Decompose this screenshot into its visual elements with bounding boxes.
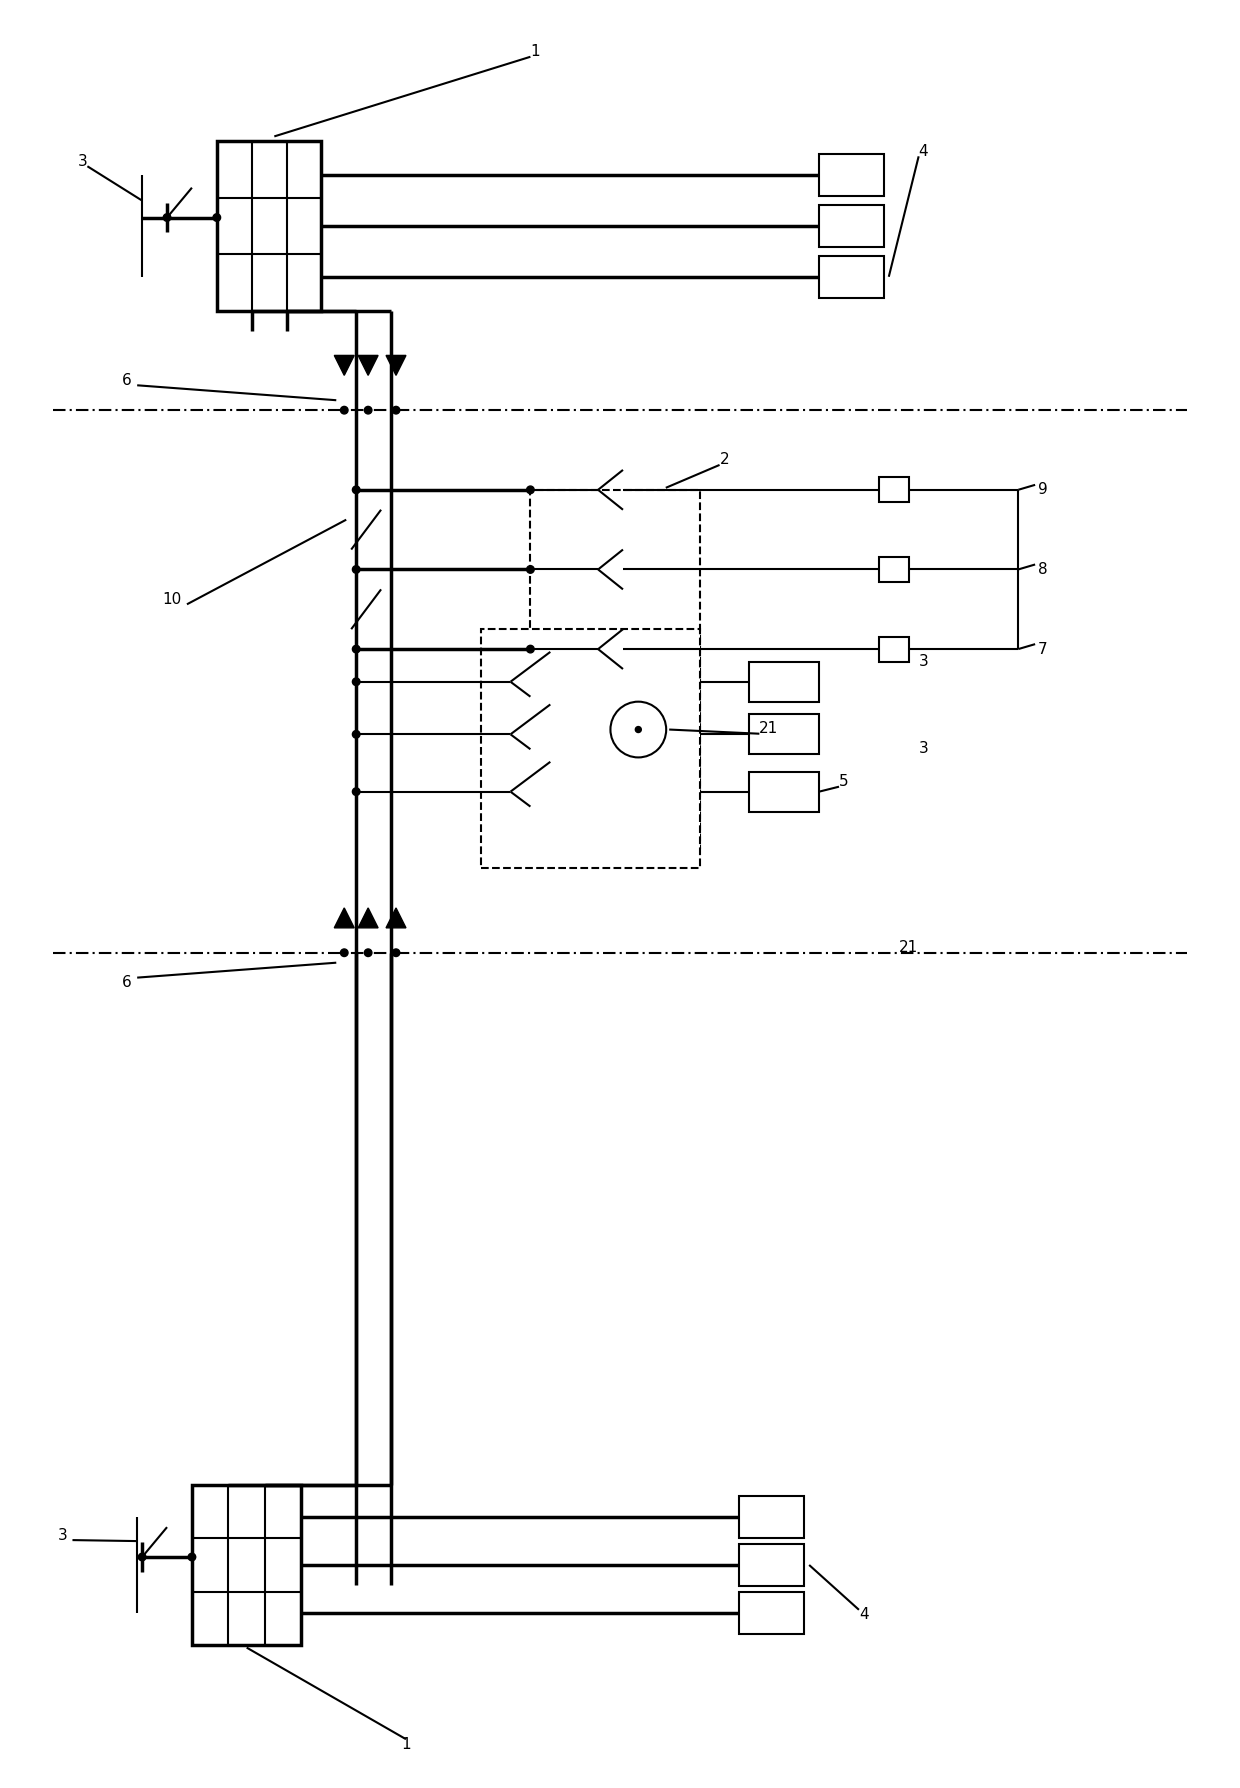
Circle shape bbox=[352, 565, 360, 574]
Text: 8: 8 bbox=[1038, 561, 1048, 578]
Polygon shape bbox=[358, 908, 378, 928]
Bar bbox=[531, 490, 699, 848]
Text: 21: 21 bbox=[759, 721, 779, 737]
Circle shape bbox=[352, 645, 360, 653]
Circle shape bbox=[352, 486, 360, 493]
Bar bbox=[879, 637, 909, 662]
Polygon shape bbox=[335, 908, 355, 928]
Circle shape bbox=[527, 486, 534, 493]
Text: 9: 9 bbox=[1038, 483, 1048, 497]
Bar bbox=[739, 1497, 805, 1538]
Circle shape bbox=[188, 1554, 196, 1561]
Circle shape bbox=[635, 726, 641, 733]
Text: 4: 4 bbox=[919, 143, 929, 159]
Bar bbox=[481, 629, 699, 869]
Circle shape bbox=[139, 1554, 146, 1561]
Circle shape bbox=[213, 215, 221, 222]
Bar bbox=[879, 477, 909, 502]
Text: 7: 7 bbox=[1038, 642, 1048, 656]
Circle shape bbox=[365, 406, 372, 415]
Bar bbox=[749, 715, 820, 755]
Text: 1: 1 bbox=[531, 45, 541, 59]
Circle shape bbox=[527, 565, 534, 574]
Bar bbox=[749, 662, 820, 701]
Polygon shape bbox=[386, 356, 405, 375]
Text: 5: 5 bbox=[839, 774, 848, 789]
Text: 21: 21 bbox=[899, 940, 918, 955]
Circle shape bbox=[352, 678, 360, 685]
Text: 3: 3 bbox=[57, 1527, 67, 1543]
Text: 1: 1 bbox=[401, 1736, 410, 1752]
Text: 3: 3 bbox=[77, 154, 87, 168]
Bar bbox=[739, 1545, 805, 1586]
Text: 2: 2 bbox=[719, 452, 729, 467]
Text: 3: 3 bbox=[919, 654, 929, 669]
Text: 6: 6 bbox=[123, 374, 131, 388]
Circle shape bbox=[352, 731, 360, 738]
Polygon shape bbox=[386, 908, 405, 928]
Circle shape bbox=[392, 406, 399, 415]
Circle shape bbox=[341, 406, 348, 415]
Bar bbox=[820, 206, 884, 247]
Circle shape bbox=[527, 645, 534, 653]
Bar bbox=[820, 154, 884, 197]
Circle shape bbox=[341, 949, 348, 957]
Circle shape bbox=[365, 949, 372, 957]
Polygon shape bbox=[335, 356, 355, 375]
Bar bbox=[192, 1486, 301, 1645]
Bar bbox=[749, 772, 820, 812]
Text: 6: 6 bbox=[123, 974, 131, 991]
Circle shape bbox=[392, 949, 399, 957]
Bar bbox=[739, 1591, 805, 1634]
Circle shape bbox=[164, 215, 171, 222]
Text: 4: 4 bbox=[859, 1607, 868, 1622]
Text: 3: 3 bbox=[919, 742, 929, 756]
Text: 10: 10 bbox=[162, 592, 181, 606]
Circle shape bbox=[352, 789, 360, 796]
Polygon shape bbox=[358, 356, 378, 375]
Bar bbox=[879, 558, 909, 581]
Bar bbox=[820, 256, 884, 297]
Bar bbox=[217, 141, 321, 311]
